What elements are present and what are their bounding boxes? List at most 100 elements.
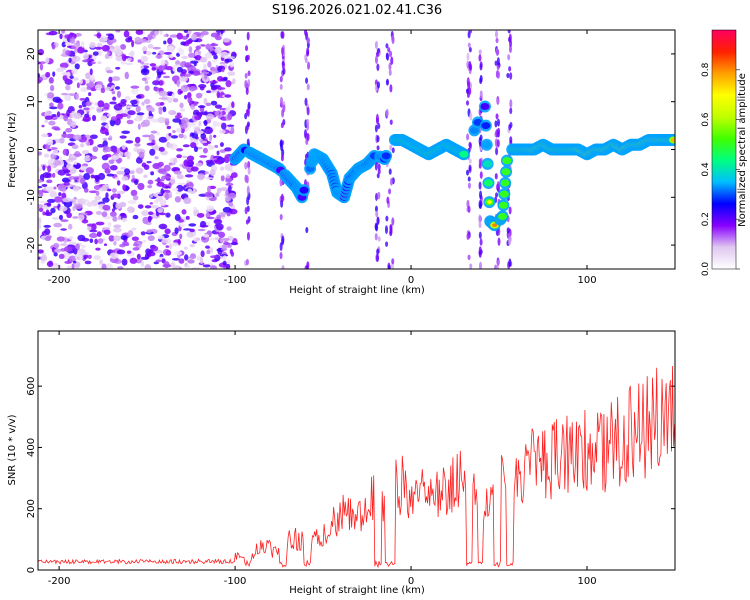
noise-speckle bbox=[158, 80, 164, 86]
noise-speckle bbox=[165, 249, 172, 256]
noise-speckle bbox=[81, 150, 90, 155]
noise-speckle bbox=[112, 147, 118, 154]
noise-speckle bbox=[117, 266, 124, 269]
noise-speckle bbox=[200, 44, 206, 47]
noise-speckle bbox=[193, 101, 198, 106]
noise-speckle bbox=[142, 216, 149, 225]
gap-speckle bbox=[466, 77, 470, 86]
noise-speckle bbox=[156, 131, 160, 136]
noise-speckle bbox=[109, 211, 117, 217]
noise-speckle bbox=[125, 140, 134, 144]
noise-speckle bbox=[186, 155, 195, 162]
gap-speckle bbox=[376, 253, 380, 262]
noise-speckle bbox=[206, 205, 215, 212]
noise-speckle bbox=[102, 137, 108, 141]
noise-speckle bbox=[137, 59, 142, 63]
noise-speckle bbox=[225, 80, 232, 88]
gap-speckle bbox=[389, 50, 393, 57]
noise-speckle bbox=[105, 192, 109, 199]
noise-speckle bbox=[147, 215, 152, 223]
noise-speckle bbox=[226, 226, 232, 231]
noise-speckle bbox=[121, 54, 127, 62]
gap-speckle bbox=[508, 258, 512, 268]
noise-speckle bbox=[51, 44, 56, 50]
noise-speckle bbox=[38, 189, 44, 194]
noise-speckle bbox=[104, 168, 111, 174]
noise-speckle bbox=[59, 137, 65, 144]
gap-speckle bbox=[497, 237, 501, 246]
noise-speckle bbox=[172, 64, 177, 72]
noise-speckle bbox=[102, 197, 110, 203]
noise-speckle bbox=[225, 106, 231, 114]
gap-speckle bbox=[387, 264, 391, 269]
noise-speckle bbox=[43, 224, 52, 228]
noise-speckle bbox=[174, 227, 179, 234]
noise-speckle bbox=[174, 114, 183, 119]
noise-speckle bbox=[127, 36, 133, 41]
gap-speckle bbox=[385, 241, 389, 247]
noise-speckle bbox=[155, 54, 163, 59]
noise-speckle bbox=[127, 155, 131, 160]
noise-speckle bbox=[216, 150, 220, 156]
noise-speckle bbox=[152, 80, 160, 86]
noise-speckle bbox=[47, 165, 52, 173]
noise-speckle bbox=[150, 130, 158, 134]
noise-speckle bbox=[126, 105, 133, 109]
noise-speckle bbox=[203, 119, 208, 127]
noise-speckle bbox=[95, 190, 100, 196]
spectrogram-y-tick-label: 0 bbox=[26, 146, 37, 152]
gap-speckle bbox=[385, 52, 389, 60]
gap-speckle bbox=[496, 71, 500, 79]
noise-speckle bbox=[56, 67, 65, 73]
gap-speckle bbox=[509, 107, 513, 115]
colorbar: 0.0 0.2 0.4 0.6 0.8 Normalized spectral ampl… bbox=[701, 29, 748, 276]
noise-speckle bbox=[205, 102, 212, 107]
noise-speckle bbox=[124, 151, 132, 158]
gap-speckle bbox=[469, 112, 473, 121]
noise-speckle bbox=[188, 223, 197, 227]
snr-x-tick-label: -100 bbox=[224, 576, 247, 587]
noise-speckle bbox=[106, 188, 112, 192]
noise-speckle bbox=[97, 51, 103, 57]
noise-speckle bbox=[142, 68, 148, 73]
noise-speckle bbox=[195, 45, 201, 50]
noise-speckle bbox=[166, 125, 172, 130]
noise-speckle bbox=[229, 61, 235, 68]
noise-speckle bbox=[149, 148, 156, 156]
noise-speckle bbox=[165, 193, 169, 201]
noise-speckle bbox=[178, 133, 184, 139]
noise-speckle bbox=[122, 184, 127, 190]
noise-speckle bbox=[171, 258, 180, 261]
gap-speckle bbox=[496, 118, 500, 127]
colorbar-tick-label: 0.8 bbox=[701, 62, 711, 77]
noise-speckle bbox=[147, 185, 153, 189]
noise-speckle bbox=[179, 233, 183, 240]
noise-speckle bbox=[104, 153, 112, 158]
gap-speckle bbox=[466, 52, 470, 61]
noise-speckle bbox=[178, 48, 185, 56]
noise-speckle bbox=[78, 104, 83, 109]
noise-speckle bbox=[64, 34, 73, 39]
noise-speckle bbox=[160, 176, 165, 182]
noise-speckle bbox=[170, 135, 179, 139]
noise-speckle bbox=[99, 259, 104, 265]
noise-speckle bbox=[45, 209, 50, 216]
noise-speckle bbox=[224, 58, 233, 63]
noise-speckle bbox=[193, 206, 197, 211]
noise-speckle bbox=[86, 141, 91, 146]
snr-x-axis: -200 -100 0 100 bbox=[48, 331, 597, 587]
noise-speckle bbox=[219, 237, 224, 243]
noise-speckle bbox=[48, 160, 55, 164]
noise-speckle bbox=[209, 46, 214, 51]
colorbar-ticks: 0.0 0.2 0.4 0.6 0.8 bbox=[701, 62, 740, 276]
noise-speckle bbox=[123, 30, 130, 38]
gap-speckle bbox=[507, 30, 511, 34]
noise-speckle bbox=[45, 187, 54, 191]
noise-speckle bbox=[208, 145, 215, 150]
noise-speckle bbox=[230, 126, 235, 134]
gap-speckle bbox=[508, 36, 512, 43]
noise-speckle bbox=[179, 223, 186, 228]
noise-speckle bbox=[180, 117, 190, 124]
noise-speckle bbox=[64, 94, 72, 102]
noise-speckle bbox=[166, 45, 175, 53]
